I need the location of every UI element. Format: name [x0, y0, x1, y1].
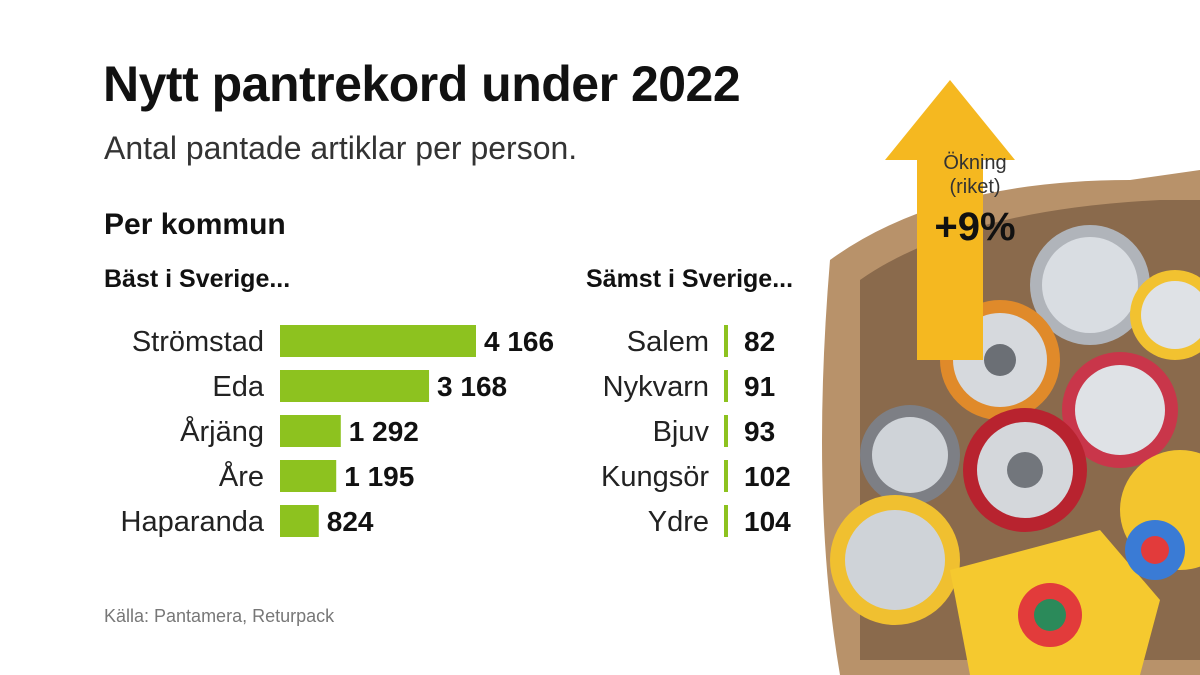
- worst-bar: [724, 505, 728, 537]
- best-category-label: Eda: [212, 371, 264, 403]
- best-category-label: Åre: [219, 460, 264, 493]
- best-value-label: 1 292: [349, 416, 419, 447]
- chart-title: Nytt pantrekord under 2022: [103, 56, 741, 112]
- worst-value-label: 91: [744, 371, 775, 402]
- best-category-label: Strömstad: [132, 326, 264, 358]
- best-value-label: 1 195: [344, 461, 414, 492]
- best-bar: [280, 505, 319, 537]
- worst-category-label: Salem: [627, 326, 709, 358]
- worst-category-label: Kungsör: [601, 461, 709, 493]
- bar-charts: Strömstad 4 166 Eda 3 168 Årjäng 1 292 Åre 1 19…: [121, 325, 791, 538]
- best-category-label: Årjäng: [180, 415, 264, 448]
- best-bar: [280, 415, 341, 447]
- chart-subtitle: Antal pantade artiklar per person.: [104, 130, 578, 166]
- worst-bar: [724, 415, 728, 447]
- worst-bar: [724, 370, 728, 402]
- best-bar: [280, 325, 476, 357]
- worst-bar: [724, 325, 728, 357]
- worst-category-label: Nykvarn: [603, 371, 709, 403]
- increase-value: +9%: [934, 205, 1016, 249]
- best-value-label: 824: [327, 506, 374, 537]
- worst-value-label: 82: [744, 326, 775, 357]
- worst-value-label: 104: [744, 506, 791, 537]
- worst-bar: [724, 460, 728, 492]
- best-value-label: 3 168: [437, 371, 507, 402]
- worst-value-label: 102: [744, 461, 791, 492]
- source-note: Källa: Pantamera, Returpack: [104, 606, 335, 626]
- increase-label-line2: (riket): [949, 176, 1001, 198]
- best-bar: [280, 460, 337, 492]
- cans-bag-photo: [822, 80, 1200, 675]
- worst-category-label: Bjuv: [653, 416, 710, 448]
- increase-label-line1: Ökning: [943, 152, 1007, 174]
- worst-value-label: 93: [744, 416, 775, 447]
- worst-category-label: Ydre: [648, 506, 709, 538]
- best-bar: [280, 370, 430, 402]
- worst-heading: Sämst i Sverige...: [586, 265, 794, 293]
- best-value-label: 4 166: [484, 326, 554, 357]
- best-category-label: Haparanda: [121, 506, 265, 538]
- best-heading: Bäst i Sverige...: [104, 265, 291, 293]
- section-label: Per kommun: [104, 208, 286, 241]
